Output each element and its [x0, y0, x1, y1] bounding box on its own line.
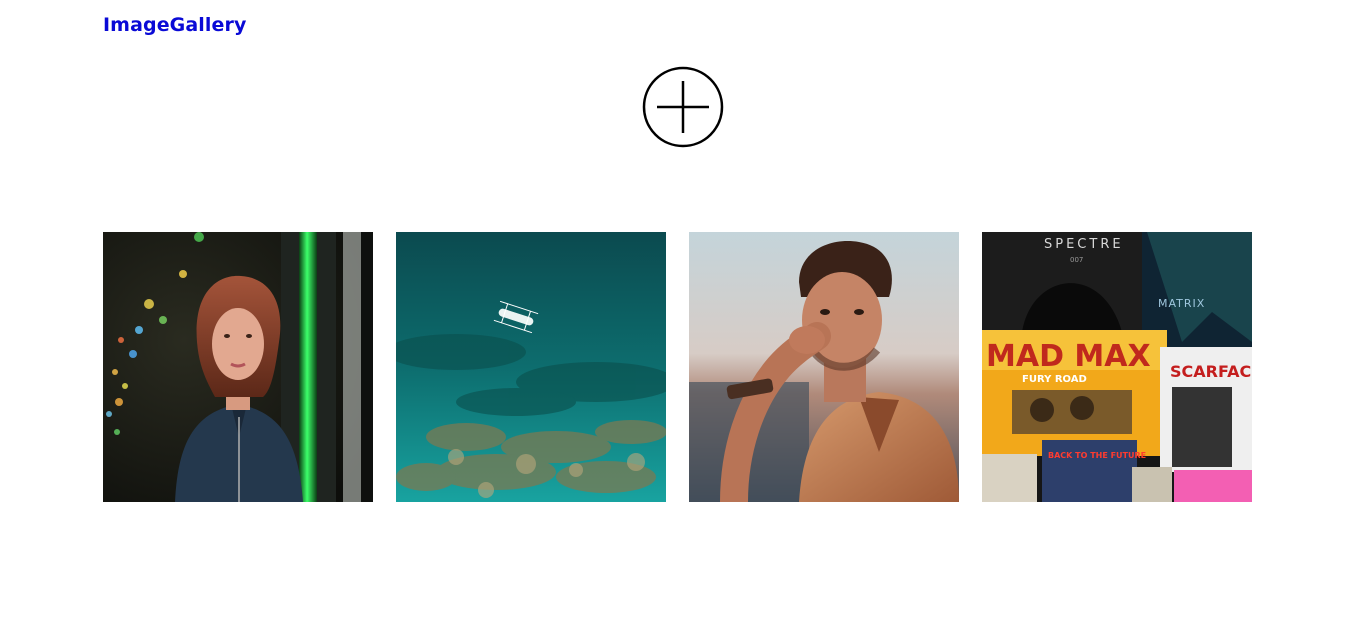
gallery-image-woman-portrait[interactable]	[103, 232, 373, 502]
image-gallery: SPECTRE 007 MATRIX MAD MAX FURY ROAD SCA…	[103, 232, 1252, 502]
poster-text-scarface: SCARFACE	[1170, 362, 1252, 381]
gallery-image-aerial-sea-boat[interactable]	[396, 232, 666, 502]
circle-plus-icon	[642, 66, 724, 148]
add-image-button[interactable]	[642, 66, 724, 148]
poster-text-spectre: SPECTRE	[1044, 237, 1124, 252]
gallery-image-movie-posters[interactable]: SPECTRE 007 MATRIX MAD MAX FURY ROAD SCA…	[982, 232, 1252, 502]
poster-text-007: 007	[1070, 256, 1083, 264]
poster-text-matrix: MATRIX	[1158, 297, 1205, 310]
gallery-image-man-portrait[interactable]	[689, 232, 959, 502]
poster-text-bttf: BACK TO THE FUTURE	[1048, 451, 1146, 460]
poster-text-furyroad: FURY ROAD	[1022, 374, 1087, 385]
brand-link[interactable]: ImageGallery	[103, 14, 247, 36]
poster-text-madmax: MAD MAX	[986, 339, 1151, 374]
